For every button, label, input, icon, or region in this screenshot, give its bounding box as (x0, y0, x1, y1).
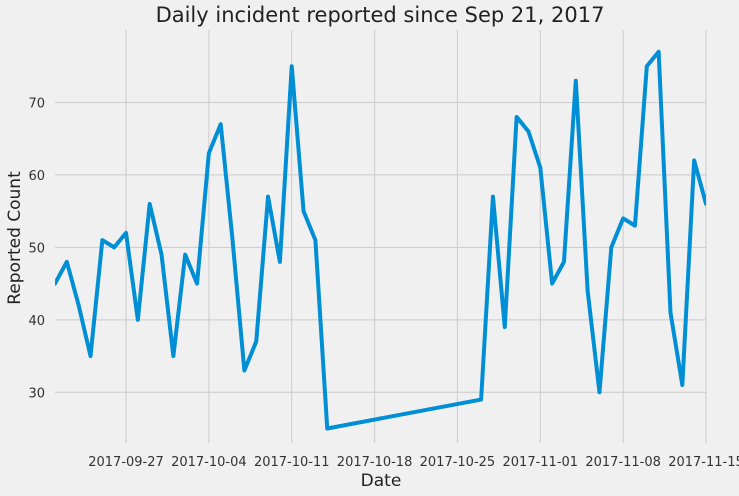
x-tick-labels: 2017-09-27 2017-10-04 2017-10-11 2017-10-18… (88, 455, 739, 470)
y-tick-labels: 30 40 50 60 70 (28, 96, 45, 401)
plot-area (55, 30, 707, 443)
x-tick-label: 2017-10-11 (254, 455, 330, 470)
y-axis-label: Reported Count (5, 171, 25, 305)
y-tick-label: 30 (28, 386, 45, 401)
x-tick-label: 2017-10-25 (420, 455, 496, 470)
series-group (55, 49, 706, 431)
x-tick-label: 2017-09-27 (88, 455, 164, 470)
y-tick-label: 40 (28, 314, 45, 329)
plot-background (55, 30, 706, 443)
x-tick-label: 2017-11-15 (668, 455, 739, 470)
y-tick-label: 60 (28, 169, 45, 184)
y-tick-label: 70 (28, 96, 45, 111)
x-tick-label: 2017-11-08 (585, 455, 661, 470)
x-tick-label: 2017-10-04 (171, 455, 247, 470)
x-axis-label: Date (361, 471, 402, 491)
x-tick-label: 2017-10-18 (337, 455, 413, 470)
chart-title: Daily incident reported since Sep 21, 20… (156, 3, 605, 27)
y-tick-label: 50 (28, 241, 45, 256)
x-tick-label: 2017-11-01 (503, 455, 579, 470)
series-line (55, 49, 706, 431)
